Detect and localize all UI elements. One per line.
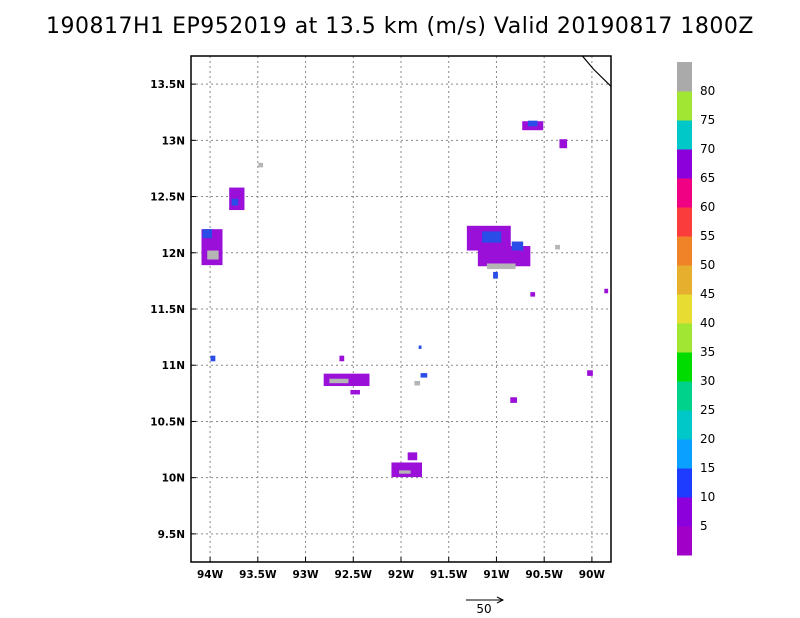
tick-label-lat: 13N xyxy=(162,135,185,147)
gridlines xyxy=(191,56,611,562)
colorbar-label: 80 xyxy=(700,84,715,98)
tick-label-lat: 12N xyxy=(162,248,185,260)
colorbar-swatch xyxy=(677,236,692,266)
tick-label-lon: 91W xyxy=(483,569,510,581)
echo-cell xyxy=(587,370,593,376)
echo-cell xyxy=(604,288,609,294)
echo-cell xyxy=(482,231,502,243)
echo-field xyxy=(201,120,609,478)
colorbar-swatch xyxy=(677,439,692,469)
echo-cell xyxy=(527,120,538,127)
echo-cell xyxy=(231,198,239,206)
echo-cell xyxy=(530,292,536,297)
tick-label-lon: 90W xyxy=(579,569,606,581)
echo-cell xyxy=(258,162,264,168)
colorbar-label: 70 xyxy=(700,142,715,156)
colorbar-swatch xyxy=(677,352,692,382)
tick-label-lon: 93W xyxy=(292,569,319,581)
echo-cell xyxy=(510,397,517,403)
colorbar-swatch xyxy=(677,149,692,179)
colorbar-label: 30 xyxy=(700,374,715,388)
tick-label-lat: 10.5N xyxy=(150,416,185,428)
tick-label-lon: 91.5W xyxy=(430,569,468,581)
colorbar-swatch xyxy=(677,497,692,527)
echo-cell xyxy=(418,345,422,349)
colorbar-label: 35 xyxy=(700,345,715,359)
tick-label-lon: 94W xyxy=(197,569,224,581)
colorbar-swatch xyxy=(677,62,692,92)
tick-label-lon: 92.5W xyxy=(335,569,373,581)
tick-label-lat: 9.5N xyxy=(158,529,185,541)
echo-cell xyxy=(210,355,216,362)
echo-cell xyxy=(555,244,560,250)
tick-label-lon: 93.5W xyxy=(239,569,277,581)
echo-cell xyxy=(202,229,212,239)
page-title: 190817H1 EP952019 at 13.5 km (m/s) Valid… xyxy=(46,14,754,39)
colorbar-label: 65 xyxy=(700,171,715,185)
echo-cell xyxy=(420,373,428,378)
tick-label-lat: 11.5N xyxy=(150,304,185,316)
colorbar-label: 75 xyxy=(700,113,715,127)
vector-legend-arrow-head xyxy=(496,596,505,604)
echo-cell xyxy=(350,389,360,395)
echo-cell xyxy=(329,378,349,384)
echo-cell xyxy=(493,271,498,279)
colorbar-swatch xyxy=(677,468,692,498)
colorbar-label: 10 xyxy=(700,490,715,504)
colorbar-swatch xyxy=(677,410,692,440)
tick-label-lat: 11N xyxy=(162,360,185,372)
colorbar-swatch xyxy=(677,323,692,353)
tick-label-lat: 13.5N xyxy=(150,79,185,91)
echo-cell xyxy=(207,250,219,260)
tick-label-lat: 12.5N xyxy=(150,192,185,204)
echo-cell xyxy=(339,355,345,362)
echo-cell xyxy=(407,452,418,461)
colorbar-label: 15 xyxy=(700,461,715,475)
colorbar-label: 25 xyxy=(700,403,715,417)
echo-cell xyxy=(399,470,411,474)
colorbar-label: 50 xyxy=(700,258,715,272)
echo-cell xyxy=(414,380,421,386)
echo-cell xyxy=(559,139,568,149)
tick-label-lon: 90.5W xyxy=(525,569,563,581)
colorbar-swatch xyxy=(677,526,692,556)
echo-cell xyxy=(391,462,422,478)
colorbar-swatch xyxy=(677,381,692,411)
colorbar-swatch xyxy=(677,207,692,237)
colorbar-swatch xyxy=(677,91,692,121)
coastline xyxy=(581,56,611,87)
colorbar-label: 5 xyxy=(700,519,708,533)
colorbar: 5 10 15 20 25 30 35 40 45 50 55 60 65 70 75 80 xyxy=(677,62,715,556)
colorbar-swatch xyxy=(677,265,692,295)
colorbar-label: 55 xyxy=(700,229,715,243)
axis-ticks: 94W 93.5W 93W 92.5W 92W 91.5W 91W 90.5W 90W 13.5N… xyxy=(150,79,605,581)
vector-legend: 50 xyxy=(466,596,505,616)
colorbar-label: 40 xyxy=(700,316,715,330)
colorbar-label: 60 xyxy=(700,200,715,214)
tick-label-lon: 92W xyxy=(388,569,415,581)
vector-legend-label: 50 xyxy=(476,602,491,616)
echo-cell xyxy=(477,246,531,267)
echo-cell xyxy=(511,241,524,251)
tick-label-lat: 10N xyxy=(162,473,185,485)
colorbar-swatch xyxy=(677,120,692,150)
colorbar-swatch xyxy=(677,294,692,324)
colorbar-label: 20 xyxy=(700,432,715,446)
colorbar-swatch xyxy=(677,178,692,208)
echo-cell xyxy=(486,263,516,270)
colorbar-label: 45 xyxy=(700,287,715,301)
